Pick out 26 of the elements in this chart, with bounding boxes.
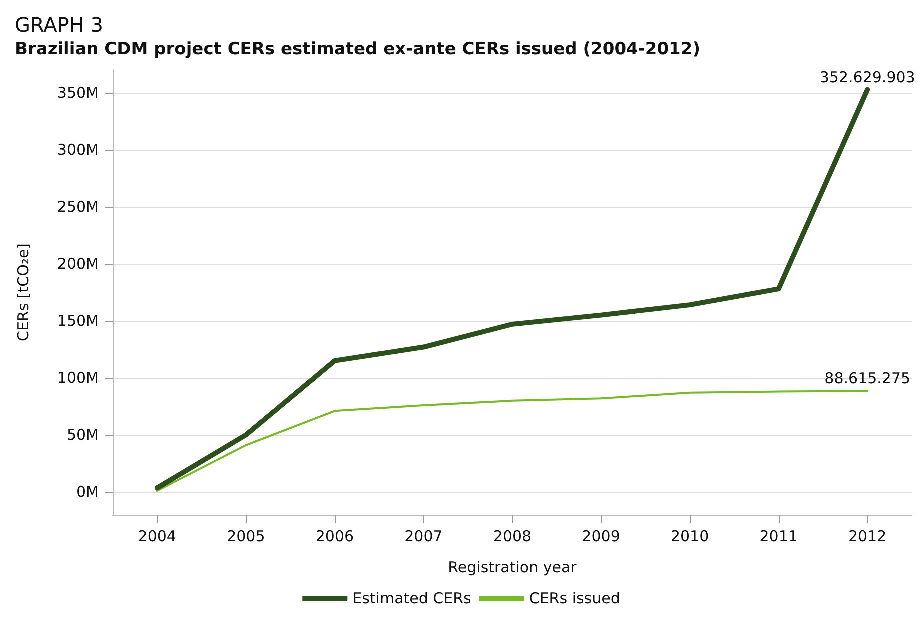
x-tick-label: 2010 (670, 528, 710, 546)
x-tick-label: 2012 (848, 528, 887, 546)
x-tick-label: 2004 (138, 528, 176, 546)
x-axis-title: Registration year (448, 558, 578, 576)
y-tick-label: 50M (66, 426, 99, 444)
data-label: 352.629.903 (820, 68, 916, 86)
y-tick-label: 350M (57, 84, 99, 102)
y-tick-label: 300M (57, 140, 99, 159)
x-tick-label: 2006 (316, 528, 354, 546)
legend-label: CERs issued (529, 590, 620, 608)
y-axis-title: CERs [tCO₂e] (14, 243, 32, 342)
legend-label: Estimated CERs (352, 590, 472, 608)
chart-subtitle: Brazilian CDM project CERs estimated ex-ante CERs issued (2004-2012) (15, 40, 700, 60)
data-label: 88.615.275 (824, 370, 911, 388)
x-tick-label: 2005 (227, 528, 266, 546)
y-tick-label: 150M (57, 312, 99, 330)
line-series (156, 390, 869, 492)
y-tick-label: 200M (57, 254, 99, 273)
x-tick-label: 2007 (404, 528, 443, 546)
x-tick-label: 2009 (582, 528, 620, 546)
y-tick-label: 0M (76, 483, 99, 502)
y-tick-label: 100M (57, 369, 99, 388)
chart-title: GRAPH 3 (15, 13, 104, 37)
x-tick-label: 2008 (493, 528, 532, 546)
y-tick-label: 250M (57, 198, 99, 216)
x-tick-label: 2011 (760, 528, 798, 546)
